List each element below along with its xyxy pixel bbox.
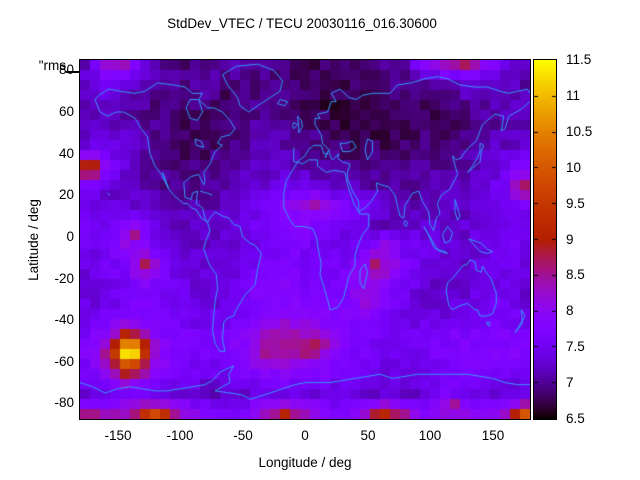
y-tick-label: 60 [58, 104, 74, 119]
y-tick-label: 40 [58, 146, 74, 161]
colorbar-tick-label: 7 [566, 375, 574, 390]
y-tick-label: -20 [54, 271, 74, 286]
colorbar-tick-label: 9.5 [566, 196, 585, 211]
colorbar-tick-label: 11.5 [566, 52, 592, 67]
x-tick-label: 100 [418, 428, 442, 443]
x-tick-label: -50 [233, 428, 253, 443]
y-tick-label: -80 [54, 395, 74, 410]
y-tick-label: 80 [58, 62, 74, 77]
y-tick-label: 20 [58, 187, 74, 202]
colorbar-tick-label: 11 [566, 88, 581, 103]
colorbar-tick-label: 8.5 [566, 267, 585, 282]
x-tick-label: -100 [166, 428, 194, 443]
key-label: "rms [38, 58, 66, 73]
colorbar-tick-label: 6.5 [566, 411, 585, 426]
y-tick-label: 0 [66, 229, 74, 244]
y-tick-label: -60 [54, 354, 74, 369]
colorbar [533, 59, 557, 420]
y-tick-label: -40 [54, 312, 74, 327]
x-tick-label: 0 [301, 428, 309, 443]
colorbar-tick-label: 9 [566, 232, 574, 247]
colorbar-tick-label: 10 [566, 160, 582, 175]
x-tick-label: 150 [481, 428, 505, 443]
colorbar-canvas [534, 60, 556, 419]
x-axis-label: Longitude / deg [258, 455, 352, 470]
colorbar-tick-label: 8 [566, 303, 574, 318]
heatmap-canvas [80, 60, 530, 419]
plot-title: StdDev_VTEC / TECU 20030116_016.30600 [167, 16, 437, 31]
key-sample-line [66, 71, 80, 73]
map-plot-area [79, 59, 531, 420]
x-tick-label: 50 [360, 428, 376, 443]
x-tick-label: -150 [104, 428, 132, 443]
colorbar-tick-label: 7.5 [566, 339, 585, 354]
colorbar-tick-label: 10.5 [566, 124, 593, 139]
